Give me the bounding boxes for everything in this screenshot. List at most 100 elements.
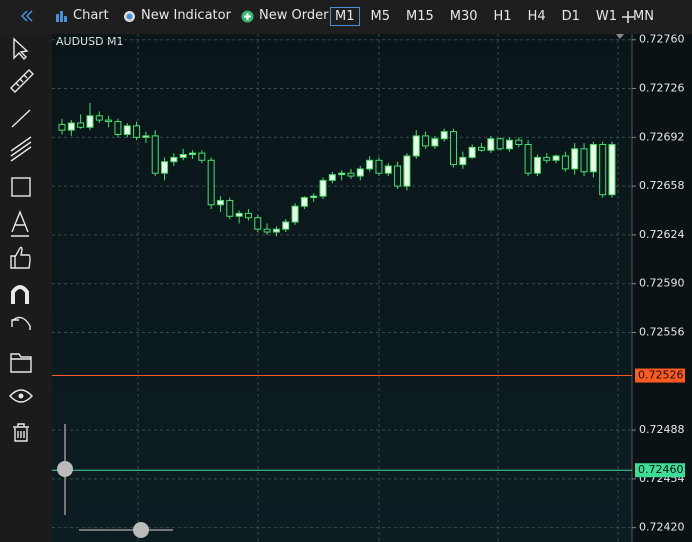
chart-button[interactable]: Chart [73,8,109,23]
candle-body [571,148,579,170]
candle-body [291,205,299,223]
candle-body [179,154,187,158]
drawing-tools [0,34,50,542]
candle-body [431,138,439,147]
channel-tool[interactable] [10,136,32,162]
candle-body [533,156,541,174]
new-order-button[interactable]: New Order [259,8,329,23]
candle-body [282,221,290,230]
candle-body [552,155,560,161]
candle-body [328,174,336,181]
candle-body [189,152,197,156]
y-tick-label: 0.72590 [639,277,685,290]
line-tool[interactable] [11,109,31,128]
candle-body [319,179,327,197]
price-label: 0.72460 [638,463,684,476]
price-axis [632,34,692,542]
candle-body [347,172,355,177]
candle-body [524,143,532,174]
candle-body [580,148,588,173]
candle-body [114,121,122,135]
magnet-tool[interactable] [11,285,29,304]
candle-body [487,138,495,151]
y-tick-label: 0.72624 [639,228,685,241]
timeframe-button[interactable]: M30 [449,9,478,24]
timeframes: M1 M5 M15 M30 H1 H4 D1 W1 MN [330,7,665,26]
timeframe-button[interactable]: H1 [493,9,512,24]
candle-body [300,197,308,207]
candle-body [366,159,374,170]
horizontal-scroll-handle[interactable] [133,522,149,538]
candle-body [608,143,616,196]
y-tick-label: 0.72692 [639,130,685,143]
candle-body [310,195,318,199]
vertical-scroll-handle[interactable] [57,461,73,477]
candle-body [133,125,141,138]
candle-body [272,228,280,233]
time-grid [137,34,619,542]
candle-body [394,165,402,187]
eye-tool[interactable] [9,389,33,403]
add-button[interactable] [621,10,635,24]
like-tool[interactable] [10,246,31,269]
candle-body [496,138,504,150]
timeframe-button[interactable]: D1 [561,9,580,24]
candle-body [254,217,262,230]
indicator-icon [124,11,135,22]
timeframe-button[interactable]: W1 [595,9,618,24]
timeframe-button[interactable]: H4 [527,9,546,24]
candle-body [263,228,271,233]
candle-body [338,172,346,176]
candle-body [589,143,597,173]
rectangle-tool[interactable] [11,177,31,197]
candle-body [543,156,551,161]
y-tick-label: 0.72420 [639,521,685,534]
y-tick-label: 0.72726 [639,82,685,95]
timeframe-button[interactable]: M5 [370,9,391,24]
candle-body [123,125,131,135]
candle-body [207,159,215,206]
y-tick-label: 0.72556 [639,325,685,338]
candle-body [77,122,85,128]
candle-body [459,156,467,166]
undo-tool[interactable] [11,316,31,330]
candle-body [226,199,234,217]
ruler-tool[interactable] [10,69,34,93]
chart-title: AUDUSD M1 [56,35,124,48]
timeframe-button[interactable]: MN [633,9,654,24]
y-tick-label: 0.72658 [639,179,685,192]
price-label: 0.72526 [638,369,684,382]
candle-body [403,155,411,187]
candle-body [151,135,159,174]
text-tool[interactable] [11,210,29,237]
timeframe-button[interactable]: M1 [330,7,360,26]
candle-body [235,212,243,217]
folder-tool[interactable] [10,353,32,373]
candle-body [450,131,458,166]
price-label-box [635,463,685,478]
candle-body [375,159,383,174]
candle-body [142,135,150,138]
candle-body [67,122,75,131]
candle-body [161,161,169,174]
candle-body [216,199,224,206]
trash-tool[interactable] [13,423,29,442]
pointer-tool[interactable] [13,37,29,61]
candle-body [477,146,485,151]
collapse-icon[interactable] [20,9,34,23]
candle-body [198,152,206,161]
order-icon [241,10,254,23]
candle-body [58,123,66,131]
candle-body [86,115,94,128]
timeframe-button[interactable]: M15 [406,9,434,24]
price-label-box [635,368,685,383]
candle-body [170,156,178,163]
eye-pupil [18,393,24,399]
candle-body [599,143,607,196]
candle-body [384,165,392,174]
y-tick-label: 0.72454 [639,472,685,485]
candle-body [440,131,448,140]
new-indicator-button[interactable]: New Indicator [141,8,231,23]
scroll-marker [616,34,624,39]
